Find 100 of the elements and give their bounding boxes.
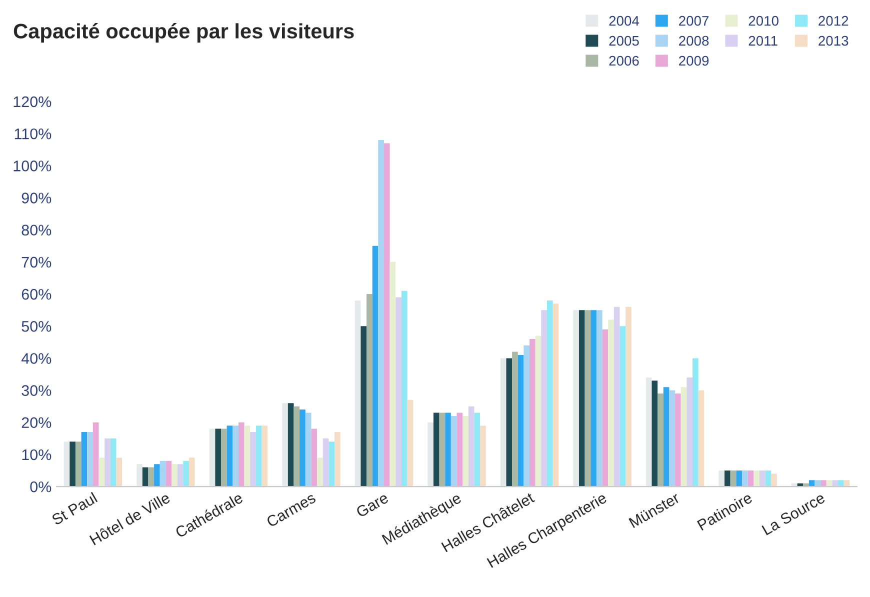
bar [70,442,76,487]
bar [535,336,542,487]
chart-title: Capacité occupée par les visiteurs [14,23,354,43]
y-tick-label: 110% [14,128,52,140]
bar [188,458,195,487]
bar [552,304,559,487]
bar [366,294,372,487]
y-tick-label: 10% [22,449,52,460]
bar [480,426,486,487]
y-tick-label: 90% [22,192,52,204]
bar [142,467,148,487]
bar [334,432,340,487]
bar [771,474,777,487]
bar [754,470,760,487]
bar [183,460,189,487]
bar [328,442,335,487]
bar [81,432,88,487]
bar [250,432,256,487]
bar [620,326,626,487]
bar [256,426,262,487]
bar [401,290,408,487]
bar [439,412,446,487]
bar [450,416,457,487]
bar [602,329,608,487]
bar [116,458,122,487]
bar [378,140,384,487]
bar [220,428,227,487]
bar [765,470,772,487]
bar [669,390,676,487]
bar [372,246,378,487]
bar [317,458,323,487]
bar [177,464,184,487]
bar [590,310,596,487]
bar [294,406,300,487]
legend-label: 2005 [609,36,639,46]
bar [742,470,748,487]
bar [530,338,536,487]
bar [541,310,547,487]
bar [736,470,742,487]
bar [584,310,591,487]
bar [718,470,725,487]
bar [166,460,172,487]
bar [322,438,329,487]
bar [390,262,396,487]
bar [160,460,166,487]
bar [172,464,178,487]
y-tick-label: 50% [22,320,52,332]
bar [748,470,754,487]
bar [663,387,670,487]
bar [658,394,664,487]
bar [232,426,238,487]
y-tick-label: 100% [14,160,52,172]
bar [407,400,414,487]
bar [596,310,602,487]
bar [468,406,474,487]
bar [154,464,160,487]
bar [305,412,312,487]
bar [675,394,681,487]
legend-label: 2008 [679,36,709,46]
bar [300,410,306,487]
bar [209,428,216,487]
legend-label: 2009 [679,56,709,66]
bar [474,412,480,487]
bar [445,412,451,487]
bar [578,310,585,487]
bar [652,380,658,487]
bar [759,470,766,487]
bar [238,422,244,487]
bar [506,358,512,487]
bar [87,432,93,487]
bar [814,480,821,487]
legend-label: 2010 [748,16,778,26]
bar [573,310,579,487]
bar [686,377,693,487]
bar [820,480,826,487]
bar [608,320,614,487]
bar [832,480,838,487]
y-tick-label: 70% [22,256,52,268]
bar [500,358,506,487]
bar [518,354,524,487]
bar [462,416,468,487]
legend-label: 2011 [748,36,778,46]
bar [64,442,70,487]
bar [692,358,698,487]
bar [646,377,652,487]
bar [384,143,390,487]
bar [98,458,105,487]
bar [512,352,518,487]
bar [215,428,221,487]
bar [456,412,463,487]
bar [262,426,268,487]
bar [110,438,116,487]
legend-label: 2013 [818,36,848,46]
bar [75,442,82,487]
bar [354,300,361,487]
bar [226,426,233,487]
bar [838,480,844,487]
legend-label: 2007 [679,16,709,26]
bar [626,306,632,487]
bar [698,390,704,487]
